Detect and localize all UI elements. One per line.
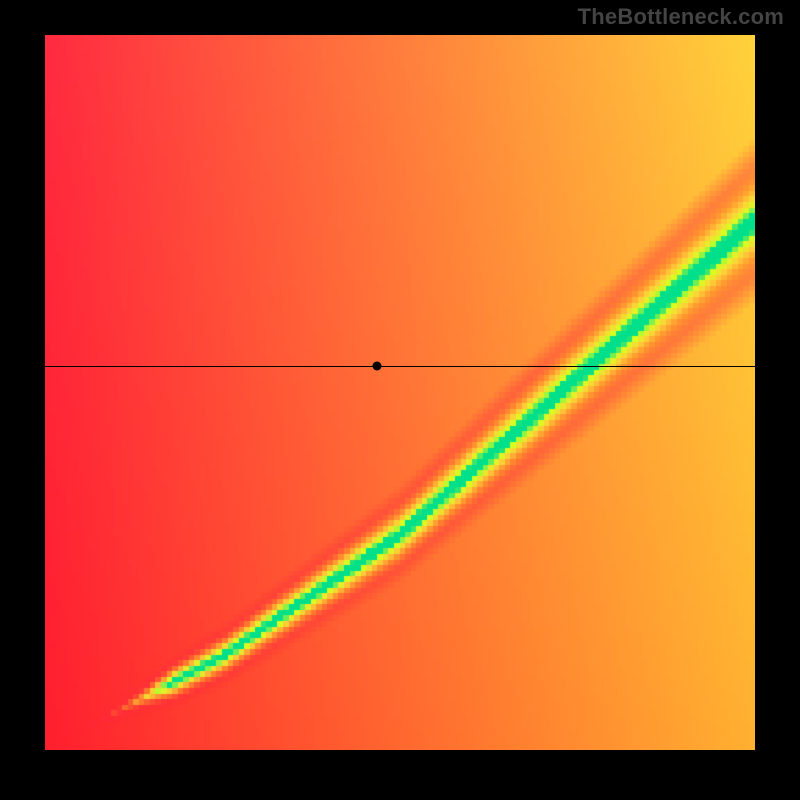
crosshair-marker bbox=[372, 362, 381, 371]
crosshair-vertical bbox=[377, 750, 378, 800]
heatmap-plot bbox=[45, 35, 755, 750]
crosshair-horizontal bbox=[45, 366, 755, 367]
watermark-text: TheBottleneck.com bbox=[578, 4, 784, 30]
heatmap-canvas bbox=[45, 35, 755, 750]
